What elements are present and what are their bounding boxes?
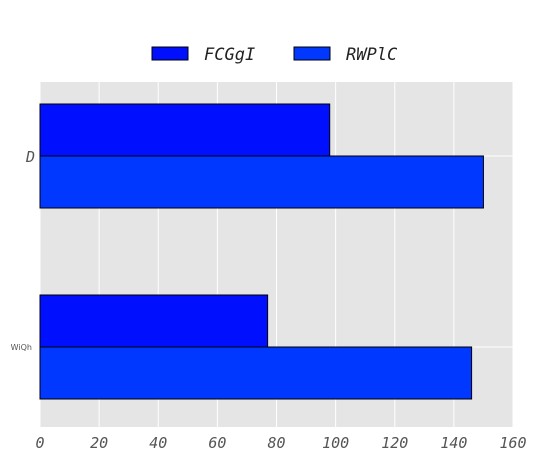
bar-RWPlC-D: [39, 155, 484, 209]
bar-FCGgI-WiQh: [39, 294, 269, 348]
x-tick-label: 60: [208, 434, 226, 452]
legend-swatch: [293, 46, 331, 61]
x-axis-ticks: 0 20 40 60 80 100 120 140 160: [35, 434, 526, 452]
x-tick-label: 0: [35, 434, 44, 452]
y-axis-categories: D WiQh: [11, 148, 35, 352]
bars: [39, 103, 484, 400]
legend-swatch: [151, 46, 189, 61]
legend-label: RWPlC: [346, 45, 398, 65]
x-tick-label: 80: [267, 434, 285, 452]
x-tick-label: 40: [149, 434, 167, 452]
legend: FCGgI RWPlC: [151, 45, 398, 65]
x-tick-label: 20: [90, 434, 108, 452]
legend-label: FCGgI: [204, 45, 255, 65]
x-tick-label: 160: [499, 434, 526, 452]
y-category-label: D: [25, 148, 35, 166]
bar-FCGgI-D: [39, 103, 331, 157]
x-tick-label: 120: [381, 434, 408, 452]
y-category-label: WiQh: [11, 343, 32, 352]
bar-RWPlC-WiQh: [39, 346, 473, 400]
x-tick-label: 140: [440, 434, 467, 452]
x-tick-label: 100: [322, 434, 349, 452]
